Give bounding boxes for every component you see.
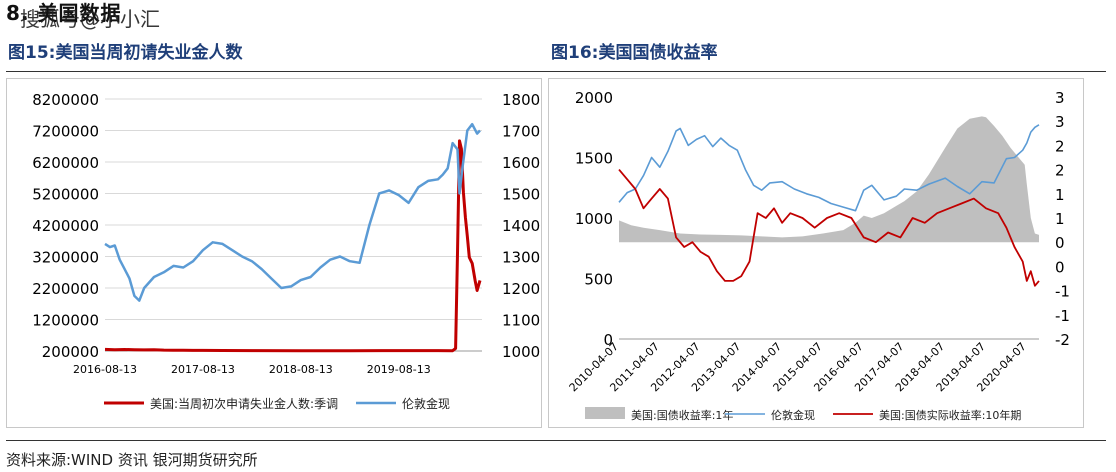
x-tick-label: 2016-08-13	[73, 363, 137, 376]
y-right-tick-label: 1800	[502, 91, 540, 109]
chart-panel-jobless-claims: 8200000 7200000 6200000 5200000 4200000 32000…	[6, 78, 542, 428]
figure-16-title: 图16:美国国债收益率	[551, 43, 718, 63]
bottom-divider	[6, 440, 1106, 441]
y-right-tick-label: 1500	[502, 186, 540, 204]
legend-swatch-0	[585, 407, 625, 419]
y-left-tick-label: 2200000	[32, 280, 99, 298]
y-left-tick-label: 3200000	[32, 249, 99, 267]
y-right-tick-label: -1	[1055, 307, 1070, 325]
y-right-tick-label: 1400	[502, 217, 540, 235]
y-left-tick-label: 8200000	[32, 91, 99, 109]
y-left-tick-label: 200000	[42, 343, 99, 361]
y-left-tick-label: 7200000	[32, 123, 99, 141]
chart-panel-treasury-yield: 2000 1500 1000 500 0 3 3 2 2 1 1 0 0 -1 -1 -2 2010-04-07…	[548, 78, 1084, 428]
y-right-tick-label: 1	[1055, 186, 1065, 204]
figure-15-title: 图15:美国当周初请失业金人数	[8, 43, 243, 63]
legend-label: 美国:国债实际收益率:10年期	[879, 408, 1021, 422]
treasury-yield-chart: 200015001000500033221100-1-1-22010-04-07…	[567, 89, 1070, 422]
y-right-tick-label: 1	[1055, 210, 1065, 228]
legend-label: 伦敦金现	[771, 408, 815, 422]
y-left-tick-label: 1200000	[32, 312, 99, 330]
y-right-tick-label: 1200	[502, 280, 540, 298]
x-tick-label: 2017-08-13	[171, 363, 235, 376]
series-line-2	[618, 169, 1040, 287]
watermark: 搜狐号@小小汇	[20, 7, 160, 31]
series-line-1	[618, 124, 1040, 212]
series-line-1	[104, 122, 481, 302]
legend-label: 伦敦金现	[402, 396, 450, 411]
y-right-tick-label: 2	[1055, 162, 1065, 180]
section-title: 8. 美国数据	[6, 1, 122, 25]
y-right-tick-label: 3	[1055, 89, 1065, 107]
y-left-tick-label: 0	[603, 331, 613, 349]
series-line-0	[104, 139, 482, 353]
y-left-tick-label: 1500	[575, 150, 613, 168]
y-right-tick-label: -2	[1055, 331, 1070, 349]
y-left-tick-label: 1000	[575, 210, 613, 228]
x-tick-label: 2019-08-13	[367, 363, 431, 376]
y-right-tick-label: -1	[1055, 283, 1070, 301]
top-divider	[6, 71, 1106, 72]
y-left-tick-label: 2000	[575, 89, 613, 107]
y-right-tick-label: 3	[1055, 113, 1065, 131]
y-right-tick-label: 1100	[502, 312, 540, 330]
x-tick-label: 2018-08-13	[269, 363, 333, 376]
y-right-tick-label: 1600	[502, 154, 540, 172]
y-right-tick-label: 2	[1055, 137, 1065, 155]
y-right-tick-label: 1000	[502, 343, 540, 361]
y-left-tick-label: 500	[584, 271, 613, 289]
y-left-tick-label: 5200000	[32, 186, 99, 204]
y-left-tick-label: 4200000	[32, 217, 99, 235]
legend-label: 美国:国债收益率:1年	[631, 408, 733, 422]
source-note: 资料来源:WIND 资讯 银河期货研究所	[6, 451, 258, 469]
y-right-tick-label: 0	[1055, 258, 1065, 276]
y-right-tick-label: 1700	[502, 123, 540, 141]
y-right-tick-label: 0	[1055, 234, 1065, 252]
series-area-0	[619, 116, 1039, 243]
legend-label: 美国:当周初次申请失业金人数:季调	[150, 396, 338, 411]
y-left-tick-label: 6200000	[32, 154, 99, 172]
y-right-tick-label: 1300	[502, 249, 540, 267]
jobless-claims-chart: 8200000 7200000 6200000 5200000 4200000 32000…	[32, 91, 540, 411]
